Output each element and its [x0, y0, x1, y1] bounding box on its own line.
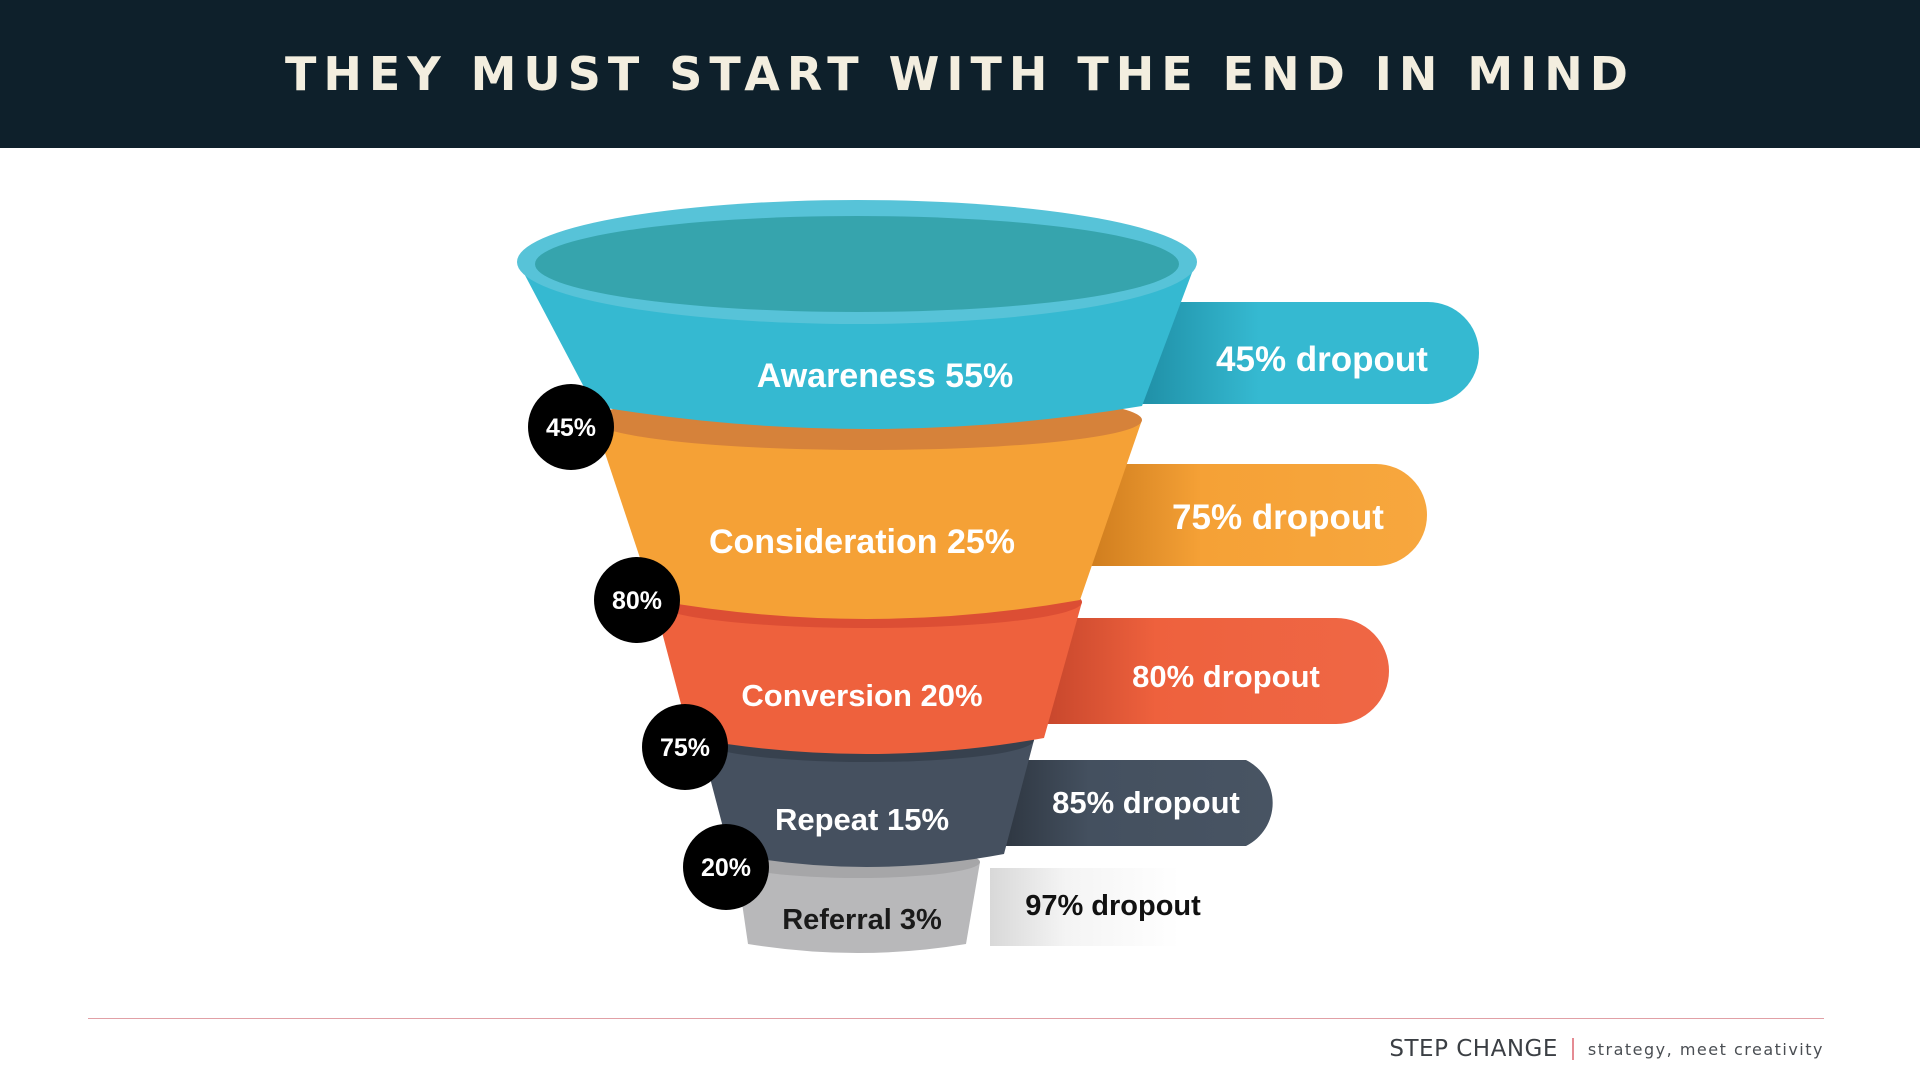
dropout-label-repeat: 85% dropout — [1052, 785, 1240, 820]
brand-tagline: strategy, meet creativity — [1587, 1039, 1824, 1059]
dropout-label-awareness: 45% dropout — [1216, 340, 1428, 379]
badge-80: 80% — [594, 557, 680, 643]
segment-awareness — [517, 200, 1197, 429]
badge-45: 45% — [528, 384, 614, 470]
badge-75: 75% — [642, 704, 728, 790]
svg-text:20%: 20% — [701, 854, 751, 882]
title-bar: THEY MUST START WITH THE END IN MIND — [0, 0, 1920, 148]
footer-divider-line — [88, 1018, 1824, 1019]
svg-text:75%: 75% — [660, 734, 710, 762]
dropout-tab-awareness — [1140, 302, 1479, 404]
brand-name: STEP CHANGE — [1389, 1036, 1558, 1062]
page-title: THEY MUST START WITH THE END IN MIND — [285, 47, 1635, 101]
dropout-label-conversion: 80% dropout — [1132, 659, 1320, 694]
svg-text:45%: 45% — [546, 414, 596, 442]
dropout-tab-conversion — [1030, 618, 1389, 724]
stage-label-referral: Referral 3% — [782, 904, 942, 936]
dropout-tab-referral — [990, 868, 1180, 946]
stage-label-awareness: Awareness 55% — [757, 357, 1013, 395]
stage-label-conversion: Conversion 20% — [741, 678, 982, 713]
footer-brand: STEP CHANGE strategy, meet creativity — [1389, 1036, 1824, 1062]
dropout-tab-consideration — [1080, 464, 1427, 566]
stage-label-consideration: Consideration 25% — [709, 523, 1015, 561]
dropout-label-referral: 97% dropout — [1025, 890, 1201, 922]
svg-text:80%: 80% — [612, 587, 662, 615]
stage-label-repeat: Repeat 15% — [775, 802, 949, 837]
brand-separator — [1571, 1038, 1574, 1060]
badge-20: 20% — [683, 824, 769, 910]
dropout-tab-repeat — [990, 760, 1273, 846]
dropout-label-consideration: 75% dropout — [1172, 498, 1384, 537]
